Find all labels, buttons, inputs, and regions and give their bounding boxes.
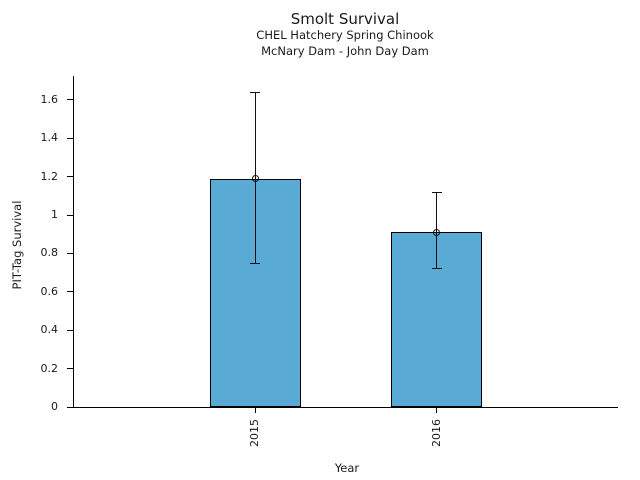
y-tick-mark xyxy=(67,291,73,293)
error-bar-cap-top xyxy=(250,91,261,93)
y-tick-mark xyxy=(67,252,73,254)
chart-subtitle-reach: McNary Dam - John Day Dam xyxy=(261,43,429,58)
error-bar-cap-bottom xyxy=(431,268,442,270)
y-tick-mark xyxy=(67,406,73,408)
y-tick-mark xyxy=(67,176,73,178)
y-tick-mark xyxy=(67,137,73,139)
y-tick-label: 0.6 xyxy=(40,284,59,298)
y-tick-mark xyxy=(67,368,73,370)
plot-area: 0 0.2 0.4 0.6 0.8 1 1.2 1.4 1.6 2015 2016 xyxy=(41,76,618,447)
y-tick-label: 1 xyxy=(51,208,58,222)
y-tick-label: 1.2 xyxy=(40,169,59,183)
x-axis-label: Year xyxy=(334,461,360,475)
y-tick-label: 0 xyxy=(51,400,58,413)
error-bar-cap-bottom xyxy=(250,262,261,264)
y-tick-mark xyxy=(67,214,73,216)
x-tick-label: 2015 xyxy=(248,419,262,447)
x-tick-mark xyxy=(254,407,256,413)
point-marker-icon xyxy=(251,175,259,183)
y-tick-label: 1.6 xyxy=(40,92,59,106)
y-tick-label: 0.2 xyxy=(40,361,59,375)
chart-subtitle-hatchery: CHEL Hatchery Spring Chinook xyxy=(256,28,434,42)
chart-title: Smolt Survival xyxy=(290,10,400,28)
y-tick-label: 0.4 xyxy=(40,323,59,337)
point-marker-icon xyxy=(433,228,441,236)
x-tick-label: 2016 xyxy=(429,419,443,447)
x-tick-mark xyxy=(436,407,438,413)
y-tick-label: 0.8 xyxy=(40,246,59,260)
y-tick-mark xyxy=(67,99,73,101)
error-bar-cap-top xyxy=(431,191,442,193)
y-tick-label: 1.4 xyxy=(40,131,59,145)
y-tick-mark xyxy=(67,329,73,331)
chart-header: Smolt Survival CHEL Hatchery Spring Chin… xyxy=(73,10,617,59)
